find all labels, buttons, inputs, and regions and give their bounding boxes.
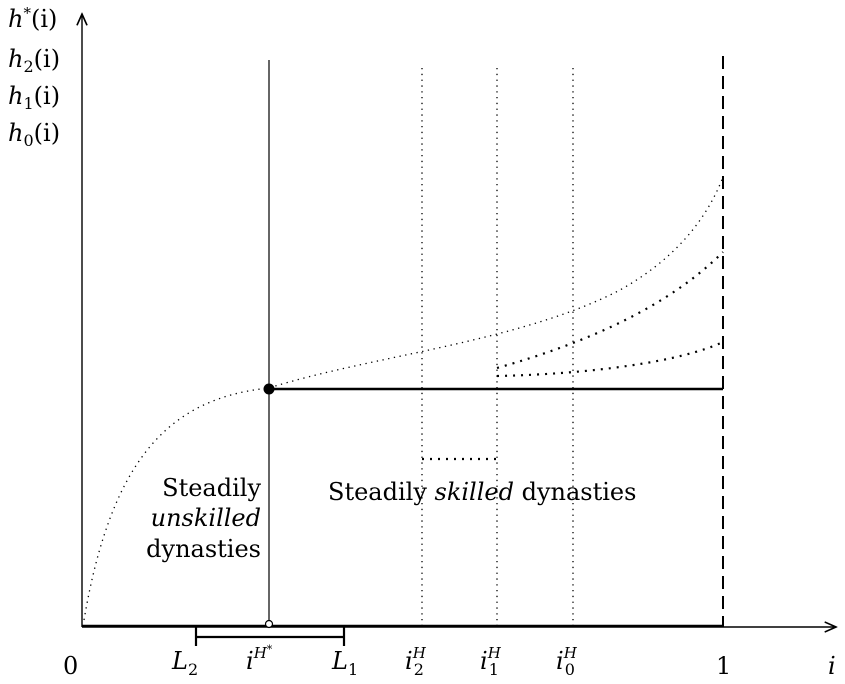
unskilled-label-line2: unskilled xyxy=(151,504,261,532)
x-tick-iH-star: iH* xyxy=(246,643,273,675)
h0-curve xyxy=(83,176,724,621)
h1-curve xyxy=(496,251,724,370)
x-tick-i0H: iH 0 xyxy=(556,644,578,679)
steady-state-point xyxy=(263,383,275,395)
y-label-h2: h2(i) xyxy=(8,45,60,76)
x-axis-label: i xyxy=(828,652,836,680)
threshold-open-point xyxy=(264,619,274,629)
x-tick-i2H: iH 2 xyxy=(405,644,427,679)
h2-curve xyxy=(496,341,724,378)
x-tick-L1: L1 xyxy=(331,647,358,679)
x-tick-zero: 0 xyxy=(63,652,78,680)
unskilled-label-line1: Steadily xyxy=(162,474,261,502)
skilled-label: Steadily skilled dynasties xyxy=(328,478,636,506)
y-label-h0: h0(i) xyxy=(8,119,60,150)
x-tick-i1H: iH 1 xyxy=(480,644,502,679)
x-tick-one: 1 xyxy=(716,652,731,680)
y-label-h-star: h*(i) xyxy=(8,4,57,33)
x-tick-L2: L2 xyxy=(171,647,198,679)
y-label-h1: h1(i) xyxy=(8,82,60,113)
unskilled-label-line3: dynasties xyxy=(146,535,261,563)
